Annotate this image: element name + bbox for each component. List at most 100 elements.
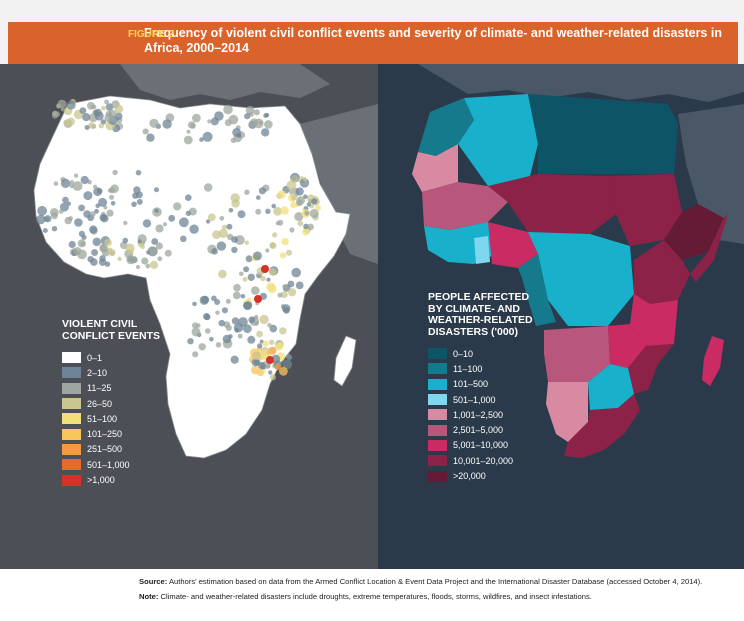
conflict-dot [145,263,151,269]
disaster-legend-item: 11–100 [428,361,533,376]
conflict-dot [149,246,158,256]
conflict-legend-item: 501–1,000 [62,457,160,472]
conflict-dot [260,275,266,282]
conflict-dot [93,184,98,189]
conflict-legend-swatch [62,367,81,379]
conflict-dot [274,363,282,371]
conflict-dot [87,256,94,263]
conflict-dot [155,224,164,233]
conflict-dot [168,214,176,222]
conflict-dot [271,203,277,209]
conflict-map [33,64,378,459]
conflict-dot [315,205,321,211]
conflict-dot [264,120,273,129]
conflict-dot [247,335,256,344]
conflict-dot [225,298,231,304]
conflict-dot [256,330,263,338]
conflict-dot [104,99,109,105]
region-ghana [474,236,490,264]
conflict-dot [132,192,139,199]
conflict-dot [89,211,96,218]
conflict-dot [261,128,270,137]
conflict-dot [187,121,196,129]
conflict-dot [230,355,239,364]
conflict-dot [277,190,286,199]
region-sudan [608,174,682,246]
conflict-dot [244,240,249,245]
conflict-dot [82,113,91,122]
note: Note: Climate- and weather-related disas… [139,592,729,602]
conflict-dot [191,327,201,337]
conflict-dot [303,223,309,230]
conflict-dot [211,248,218,255]
conflict-dot [221,307,228,314]
conflict-dot [192,351,199,358]
conflict-dot [279,252,287,259]
conflict-legend-label: 501–1,000 [87,459,130,470]
conflict-dot [88,122,95,129]
conflict-dot [268,268,277,276]
conflict-dot [74,173,79,178]
conflict-dot [112,169,118,176]
conflict-dot [225,324,232,331]
europe-landmass-right [418,64,744,102]
conflict-dot [289,227,295,233]
conflict-dot [247,273,255,281]
figure-header: FIGURE 2 Frequency of violent civil conf… [0,0,744,64]
conflict-dot [89,225,98,234]
conflict-dot [186,129,191,134]
disaster-legend-label: >20,000 [453,471,486,482]
conflict-dot [280,206,289,215]
conflict-dot [192,301,197,307]
region-libya-egypt [528,94,678,174]
conflict-legend-swatch [62,382,81,394]
conflict-dot [281,237,289,246]
conflict-dot [291,195,297,201]
conflict-dot [291,176,297,181]
conflict-legend-item: 0–1 [62,350,160,365]
conflict-dot [279,327,287,335]
conflict-legend-swatch [62,428,81,440]
conflict-dot [232,291,241,300]
note-text: Climate- and weather-related disasters i… [160,592,592,601]
conflict-dot [99,255,106,262]
conflict-dot [259,339,264,344]
conflict-dot [105,103,114,111]
conflict-dot [286,354,293,361]
region-south-africa [564,394,640,458]
region-tanzania [630,294,678,346]
disaster-legend-title: PEOPLE AFFECTED BY CLIMATE- AND WEATHER-… [428,291,533,338]
note-label: Note: [139,592,159,601]
disaster-legend: PEOPLE AFFECTED BY CLIMATE- AND WEATHER-… [428,291,533,484]
conflict-dot [295,281,304,290]
conflict-legend-swatch [62,398,81,410]
conflict-dot [269,324,278,333]
conflict-dot [57,99,67,109]
conflict-dot [125,243,135,254]
region-kenya [634,240,690,304]
conflict-dot [36,214,46,225]
conflict-dot [110,201,116,206]
disaster-legend-item: 1,001–2,500 [428,407,533,422]
disaster-legend-label: 0–10 [453,348,474,359]
conflict-dot [201,295,210,304]
disaster-legend-swatch [428,363,447,375]
conflict-dot [232,128,242,137]
disaster-legend-swatch [428,470,447,482]
conflict-dot [185,210,192,216]
conflict-legend-label: 251–500 [87,444,123,455]
conflict-dot [187,338,194,345]
region-namibia [546,382,588,442]
conflict-dot [106,209,114,217]
conflict-dot [104,238,112,247]
conflict-dot [131,201,137,208]
conflict-dot [214,111,224,121]
disaster-legend-label: 1,001–2,500 [453,409,504,420]
disaster-legend-item: >20,000 [428,468,533,483]
conflict-dot [155,242,163,250]
conflict-dot [92,237,102,247]
conflict-dot [135,169,142,176]
conflict-dot [242,276,248,282]
conflict-dot [192,322,199,329]
conflict-dot [101,105,106,111]
